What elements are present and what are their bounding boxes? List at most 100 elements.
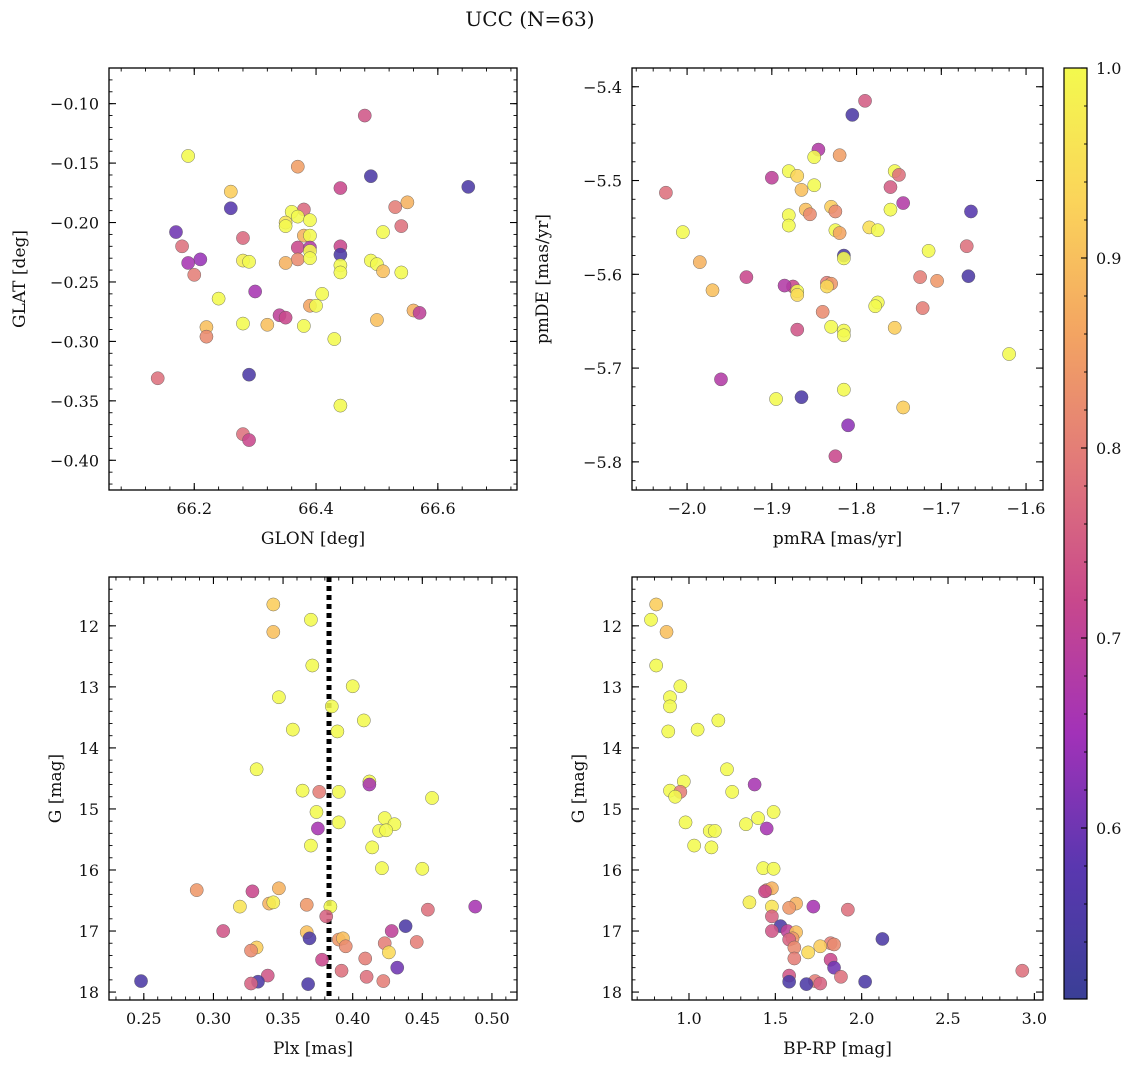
data-point [687,838,701,853]
data-point [765,909,779,924]
scatter-points [644,597,1030,991]
data-point [169,225,183,239]
data-point [790,322,805,337]
data-point [301,977,315,991]
data-point [376,974,391,988]
data-point [324,699,339,714]
data-point [303,213,317,227]
data-point [364,169,378,183]
x-tick-label: 0.35 [265,1009,301,1028]
x-axis-label: GLON [deg] [261,529,365,549]
data-point [421,902,435,917]
y-tick-label: 13 [602,678,622,697]
data-point [260,317,275,332]
data-point [828,449,843,464]
data-point [875,932,890,946]
y-tick-label: 15 [602,800,622,819]
data-point [841,418,855,433]
data-point [398,919,413,933]
colorbar-tick-label: 0.6 [1096,819,1121,838]
x-tick-label: −1.6 [1007,499,1046,518]
data-point [330,724,345,739]
x-tick-label: 0.50 [474,1009,510,1028]
data-point [242,433,256,447]
data-point [824,320,838,334]
data-point [415,861,430,876]
axes-frame [108,576,518,1001]
data-point [841,902,855,917]
x-tick-label: 66.2 [176,499,212,518]
data-point [134,974,148,988]
y-tick-label: −0.15 [50,154,99,173]
data-point [245,884,260,899]
data-point [790,169,805,183]
data-point [896,400,910,415]
data-point [311,821,325,836]
data-point [828,204,843,219]
data-point [742,895,757,910]
data-point [304,838,318,853]
data-point [834,970,848,984]
data-point [766,861,781,876]
data-point [663,699,677,714]
data-point [315,952,329,967]
scatter-panels: 66.2 66.4 66.6 −0.40 −0.35 −0.30 −0.25 −0.20 −0.… [10,67,1047,1059]
data-point [303,251,317,265]
y-tick-label: 18 [602,983,622,1002]
y-axis-label: G [mag] [569,754,589,823]
x-tick-label: −1.7 [922,499,961,518]
y-tick-label: −0.30 [50,332,99,351]
data-point [813,939,828,954]
data-point [806,899,821,914]
data-point [769,392,783,406]
data-point [181,149,195,163]
data-point [266,597,281,612]
data-point [668,789,682,804]
data-point [175,239,189,254]
x-tick-label: 1.5 [763,1009,788,1028]
data-point [915,301,930,315]
panel-glon_glat: 66.2 66.4 66.6 −0.40 −0.35 −0.30 −0.25 −0.20 −0.… [10,67,518,549]
data-point [278,256,293,270]
data-point [233,899,247,914]
y-tick-label: 12 [79,617,99,636]
data-point [892,168,906,182]
x-tick-label: 0.30 [196,1009,232,1028]
scatter-points [150,108,476,447]
data-point [832,148,847,163]
y-tick-label: −5.4 [583,78,622,97]
data-point [790,288,805,302]
data-point [781,218,796,233]
data-point [807,150,821,164]
data-point [913,270,927,284]
data-point [739,270,754,284]
data-point [820,279,834,294]
data-point [187,268,202,282]
data-point [787,951,802,966]
x-tick-label: 0.45 [404,1009,440,1028]
data-point [189,883,204,897]
y-tick-label: −0.25 [50,273,99,292]
data-point [388,200,403,214]
data-point [345,679,360,694]
data-point [782,974,796,989]
data-point [409,935,424,949]
data-point [181,256,195,270]
data-point [845,108,860,122]
data-point [266,895,281,910]
axes-frame [631,576,1044,1001]
data-point [858,974,872,989]
data-point [394,265,409,280]
data-point [334,963,349,978]
x-tick-label: 66.6 [420,499,456,518]
data-point [376,264,390,279]
colorbar-tick-label: 1.0 [1096,59,1121,78]
y-axis-label: GLAT [deg] [10,230,30,328]
data-point [964,204,978,219]
data-point [290,252,305,267]
data-point [365,840,379,855]
data-point [720,762,734,777]
data-point [216,924,230,938]
x-axis-label: pmRA [mas/yr] [773,529,902,549]
data-point [739,817,753,832]
